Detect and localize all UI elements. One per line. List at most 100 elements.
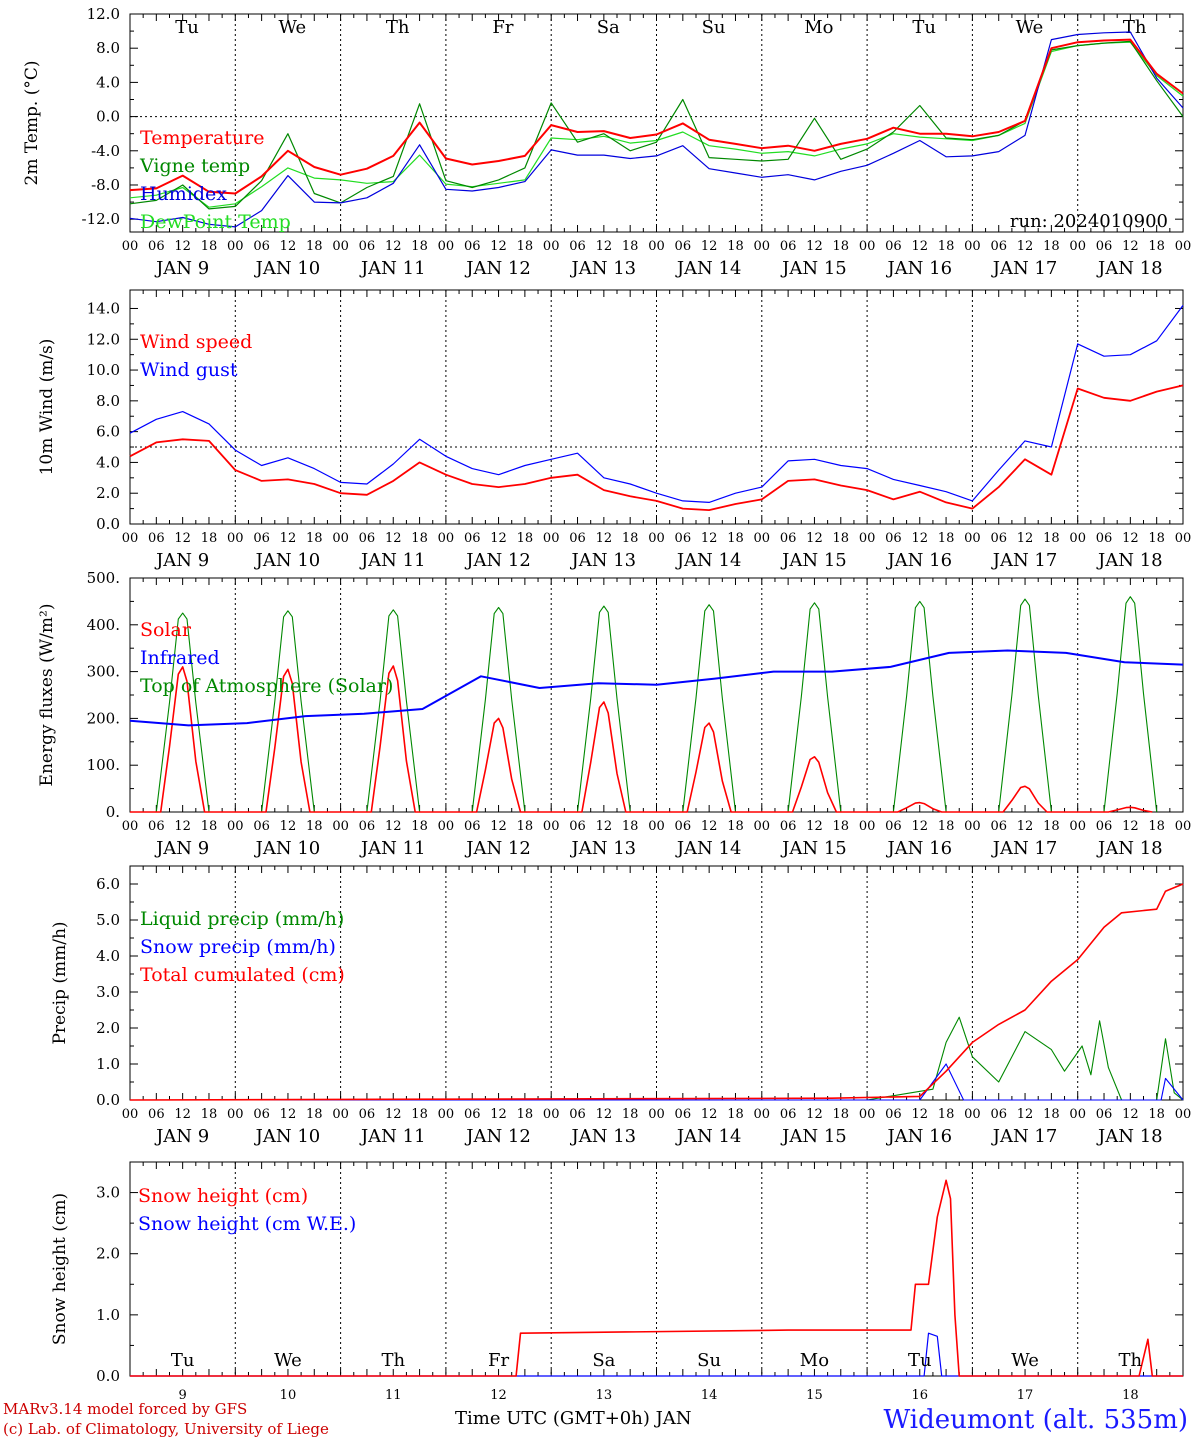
x-hour-tick-label: 00 [1069, 531, 1086, 546]
x-hour-tick-label: 06 [359, 531, 376, 546]
x-hour-tick-label: 06 [780, 819, 797, 834]
series-line [129, 305, 1184, 503]
x-date-label: JAN 12 [464, 838, 531, 859]
day-of-week-label: Mo [804, 17, 833, 38]
x-hour-tick-label: 18 [1148, 1107, 1165, 1122]
x-day-number: 18 [1122, 1388, 1139, 1403]
y-axis-label: Energy fluxes (W/m²) [37, 604, 57, 787]
x-date-label: JAN 17 [991, 258, 1058, 279]
x-hour-tick-label: 18 [201, 239, 218, 254]
x-day-number: 16 [911, 1388, 928, 1403]
x-hour-tick-label: 00 [648, 1107, 665, 1122]
x-hour-tick-label: 12 [806, 1107, 823, 1122]
y-tick-label: 5.0 [96, 911, 120, 929]
x-hour-tick-label: 06 [885, 819, 902, 834]
x-hour-tick-label: 18 [1148, 239, 1165, 254]
x-hour-tick-label: 00 [543, 239, 560, 254]
x-date-label: JAN 9 [154, 258, 209, 279]
x-date-label: JAN 14 [675, 258, 742, 279]
y-axis-label: 10m Wind (m/s) [37, 339, 57, 476]
x-date-label: JAN 9 [154, 838, 209, 859]
x-date-label: JAN 13 [570, 1126, 637, 1147]
day-of-week-label: Sa [592, 1350, 615, 1371]
x-hour-tick-label: 12 [1017, 1107, 1034, 1122]
x-hour-tick-label: 12 [1122, 239, 1139, 254]
x-hour-tick-label: 00 [859, 819, 876, 834]
x-date-label: JAN 13 [570, 550, 637, 571]
x-hour-tick-label: 18 [938, 819, 955, 834]
x-date-label: JAN 17 [991, 550, 1058, 571]
x-hour-tick-label: 12 [280, 1107, 297, 1122]
x-hour-tick-label: 06 [675, 1107, 692, 1122]
y-tick-label: 2.0 [96, 484, 120, 502]
x-hour-tick-label: 18 [727, 819, 744, 834]
day-of-week-label: Fr [488, 1350, 509, 1371]
x-day-number: 13 [596, 1388, 613, 1403]
y-tick-label: 12.0 [87, 330, 120, 348]
day-of-week-label: Tu [912, 17, 936, 38]
x-hour-tick-label: 00 [122, 819, 139, 834]
x-hour-tick-label: 06 [1096, 819, 1113, 834]
day-of-week-label: Su [702, 17, 726, 38]
series-line [130, 1063, 1184, 1101]
x-hour-tick-label: 12 [280, 531, 297, 546]
x-hour-tick-label: 12 [1122, 819, 1139, 834]
x-hour-tick-label: 00 [754, 1107, 771, 1122]
x-hour-tick-label: 00 [332, 531, 349, 546]
x-hour-tick-label: 12 [701, 531, 718, 546]
x-hour-tick-label: 12 [174, 1107, 191, 1122]
y-tick-label: 6.0 [96, 423, 120, 441]
x-hour-tick-label: 12 [490, 1107, 507, 1122]
x-hour-tick-label: 12 [385, 531, 402, 546]
x-day-number: 12 [490, 1388, 507, 1403]
x-hour-tick-label: 00 [648, 239, 665, 254]
day-of-week-label: Th [386, 17, 410, 38]
x-hour-tick-label: 18 [1043, 531, 1060, 546]
x-date-label: JAN 16 [885, 258, 952, 279]
x-hour-tick-label: 00 [1069, 1107, 1086, 1122]
x-date-label: JAN 17 [991, 1126, 1058, 1147]
y-tick-label: 300. [87, 663, 120, 681]
x-date-label: JAN 11 [359, 550, 426, 571]
run-label: run: 2024010900 [1010, 211, 1168, 232]
x-hour-tick-label: 12 [806, 239, 823, 254]
y-tick-label: 0. [106, 803, 120, 821]
x-hour-tick-label: 18 [1148, 819, 1165, 834]
x-hour-tick-label: 18 [833, 1107, 850, 1122]
x-hour-tick-label: 00 [754, 531, 771, 546]
x-date-label: JAN 11 [359, 258, 426, 279]
x-date-label: JAN 18 [1096, 550, 1163, 571]
x-hour-tick-label: 18 [727, 1107, 744, 1122]
y-tick-label: 1.0 [96, 1306, 120, 1324]
x-hour-tick-label: 18 [306, 531, 323, 546]
x-hour-tick-label: 18 [622, 239, 639, 254]
x-hour-tick-label: 12 [1017, 239, 1034, 254]
x-hour-tick-label: 18 [1043, 239, 1060, 254]
y-tick-label: 100. [87, 756, 120, 774]
x-date-label: JAN 12 [464, 1126, 531, 1147]
y-tick-label: 4.0 [96, 453, 120, 471]
x-hour-tick-label: 12 [174, 819, 191, 834]
day-of-week-label: Tu [171, 1350, 195, 1371]
legend-entry: Temperature [140, 127, 264, 149]
x-hour-tick-label: 00 [438, 819, 455, 834]
x-date-label: JAN 16 [885, 550, 952, 571]
x-hour-tick-label: 06 [359, 1107, 376, 1122]
x-date-label: JAN 11 [359, 838, 426, 859]
legend-entry: Humidex [140, 183, 227, 205]
x-hour-tick-label: 12 [174, 239, 191, 254]
x-hour-tick-label: 06 [990, 239, 1007, 254]
x-hour-tick-label: 00 [438, 531, 455, 546]
x-hour-tick-label: 00 [543, 819, 560, 834]
y-axis-label: Precip (mm/h) [50, 921, 70, 1044]
y-axis-label: 2m Temp. (°C) [22, 60, 42, 185]
series-line [129, 883, 1184, 1101]
x-hour-tick-label: 00 [122, 1107, 139, 1122]
x-hour-tick-label: 06 [1096, 1107, 1113, 1122]
x-day-number: 14 [701, 1388, 718, 1403]
x-hour-tick-label: 06 [253, 239, 270, 254]
series-line [130, 1179, 1183, 1377]
x-hour-tick-label: 18 [517, 819, 534, 834]
x-hour-tick-label: 12 [1122, 1107, 1139, 1122]
